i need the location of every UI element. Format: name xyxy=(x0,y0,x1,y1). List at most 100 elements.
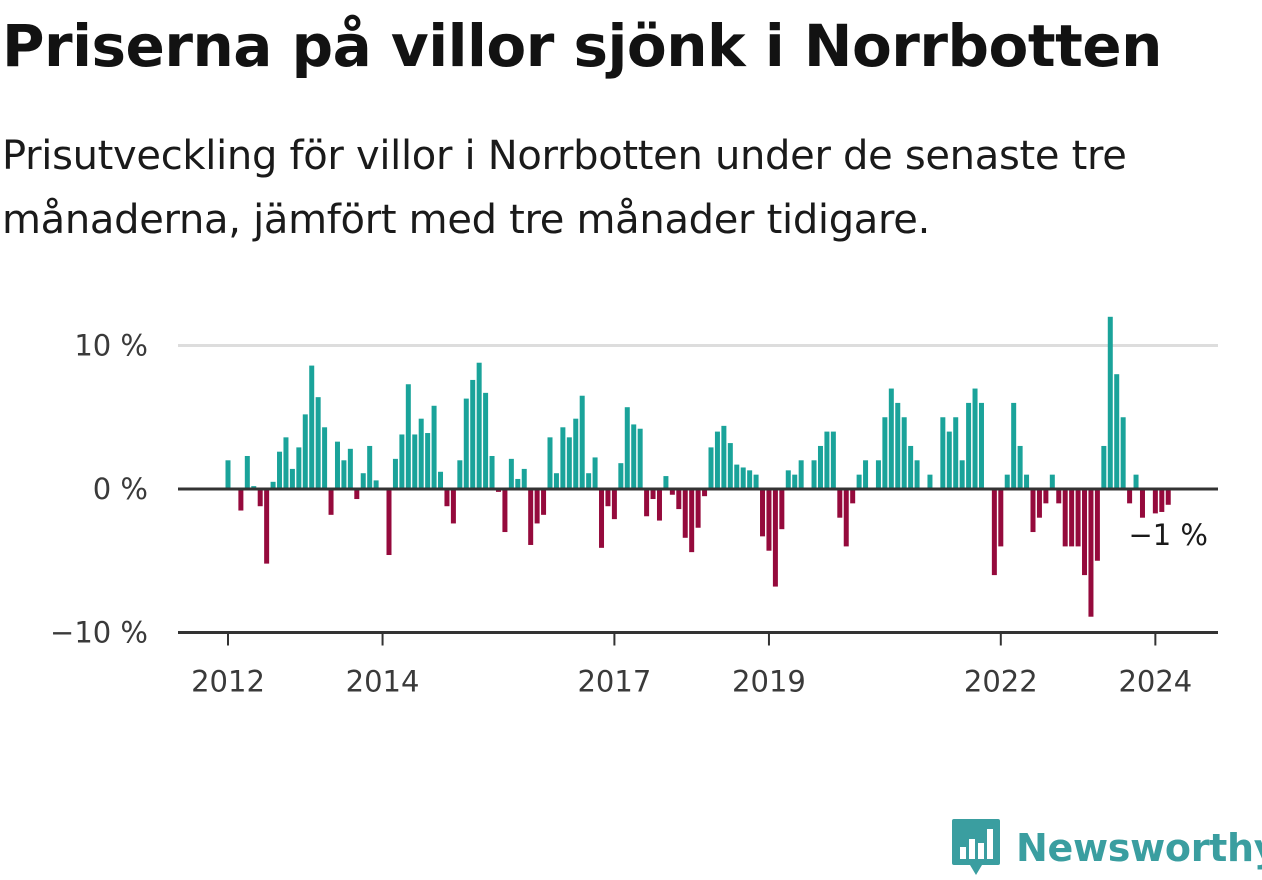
bar xyxy=(264,489,270,564)
bar xyxy=(1114,374,1120,489)
bar xyxy=(1120,417,1126,489)
bar xyxy=(972,388,978,489)
bar xyxy=(405,384,411,489)
bar xyxy=(875,460,881,489)
bar xyxy=(586,473,592,489)
bar xyxy=(257,489,263,507)
bar xyxy=(470,379,476,489)
bar xyxy=(824,431,830,489)
bar xyxy=(760,489,766,537)
bar xyxy=(1024,474,1030,489)
bar xyxy=(573,418,579,489)
bar xyxy=(289,468,295,489)
bar xyxy=(296,447,302,489)
bar xyxy=(676,489,682,510)
bar xyxy=(1049,474,1055,489)
bar xyxy=(1004,474,1010,489)
bar xyxy=(347,448,353,489)
bar xyxy=(566,437,572,489)
bar xyxy=(998,489,1004,547)
bar xyxy=(895,402,901,489)
tick-labels: 10 % 0 % −10 % 2012 2014 2017 2019 2022 2024 −1 % xyxy=(50,329,1208,699)
bar xyxy=(277,451,283,489)
bar xyxy=(817,445,823,489)
bar xyxy=(644,489,650,517)
bar xyxy=(927,474,933,489)
x-tick-label: 2017 xyxy=(577,665,651,699)
bar xyxy=(811,460,817,489)
bar xyxy=(1036,489,1042,518)
bar xyxy=(450,489,456,524)
bar xyxy=(669,489,675,495)
bar xyxy=(624,407,630,489)
bar xyxy=(966,402,972,489)
bar xyxy=(1101,445,1107,489)
bar xyxy=(1030,489,1036,533)
axes xyxy=(178,487,1218,646)
bar xyxy=(740,467,746,489)
bar xyxy=(1107,316,1113,489)
bar xyxy=(579,395,585,489)
bar xyxy=(1127,489,1133,504)
chart-title: Priserna på villor sjönk i Norrbotten xyxy=(2,12,1162,80)
bar xyxy=(521,468,527,489)
bar xyxy=(238,489,244,511)
bar xyxy=(863,460,869,489)
bar xyxy=(457,460,463,489)
bar xyxy=(618,463,624,489)
bar xyxy=(1082,489,1088,576)
bar xyxy=(1017,445,1023,489)
bar xyxy=(792,474,798,489)
bar xyxy=(656,489,662,521)
newsworthy-logo-icon xyxy=(952,819,1000,875)
bar xyxy=(695,489,701,528)
bar xyxy=(508,458,514,489)
x-tick-label: 2019 xyxy=(732,665,806,699)
bar xyxy=(1062,489,1068,547)
bar xyxy=(592,457,598,489)
bar xyxy=(850,489,856,504)
bar xyxy=(714,431,720,489)
bar xyxy=(515,478,521,489)
bar xyxy=(650,489,656,500)
latest-value-label: −1 % xyxy=(1128,518,1208,552)
bar xyxy=(528,489,534,545)
bar xyxy=(334,441,340,489)
bar xyxy=(991,489,997,576)
bar xyxy=(1152,489,1158,514)
bar xyxy=(309,365,315,489)
bar-series xyxy=(225,316,1171,617)
bar xyxy=(727,443,733,489)
bar xyxy=(882,417,888,489)
bar xyxy=(779,489,785,530)
bar xyxy=(766,489,772,551)
bar xyxy=(541,489,547,515)
bar xyxy=(315,397,321,489)
bar xyxy=(1056,489,1062,504)
bar xyxy=(463,398,469,489)
bar xyxy=(483,392,489,489)
bar xyxy=(367,445,373,489)
bar xyxy=(772,489,778,587)
bar xyxy=(225,460,231,489)
newsworthy-logo[interactable]: Newsworthy xyxy=(950,816,1262,880)
bar xyxy=(322,427,328,489)
bar xyxy=(605,489,611,507)
bar xyxy=(1159,489,1165,512)
bar xyxy=(702,489,708,497)
x-tick-label: 2022 xyxy=(964,665,1038,699)
bar xyxy=(244,455,250,489)
bar xyxy=(599,489,605,548)
bar xyxy=(798,460,804,489)
bar xyxy=(341,460,347,489)
bar xyxy=(360,473,366,489)
bar xyxy=(689,489,695,553)
bar xyxy=(534,489,540,524)
bar xyxy=(637,428,643,489)
bar xyxy=(386,489,392,556)
bar xyxy=(418,418,424,489)
x-tick-label: 2014 xyxy=(346,665,420,699)
bar xyxy=(682,489,688,538)
bar xyxy=(856,474,862,489)
